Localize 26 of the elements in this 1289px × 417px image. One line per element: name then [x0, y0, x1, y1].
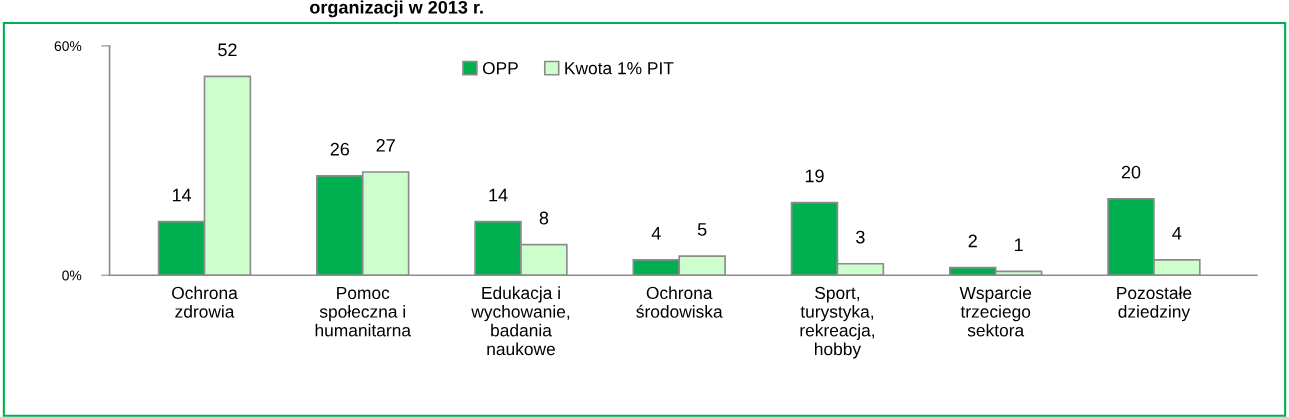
data-label: 2 — [968, 234, 977, 248]
legend-label: OPP — [482, 62, 518, 75]
x-tick-label: Wsparcie trzeciego sektora — [959, 286, 1032, 337]
x-tick-label: Ochrona środowiska — [636, 286, 723, 318]
x-tick-label: Pozostałe dziedziny — [1117, 286, 1192, 322]
data-label: 4 — [1172, 227, 1182, 240]
data-label: 3 — [856, 230, 865, 244]
data-label: 26 — [330, 142, 350, 156]
y-tick-label: 0% — [62, 270, 82, 281]
x-tick-label: Sport, turystyka, rekreacja, hobby — [800, 286, 875, 359]
data-label: 19 — [805, 169, 824, 183]
data-label: 4 — [651, 227, 661, 240]
data-label: 52 — [218, 43, 237, 57]
data-label: 8 — [539, 211, 549, 225]
data-label: 20 — [1121, 165, 1141, 179]
data-label: 27 — [376, 138, 395, 152]
x-tick-label: Ochrona zdrowia — [172, 286, 238, 318]
data-label: 5 — [697, 223, 707, 236]
legend-label: Kwota 1% PIT — [565, 62, 674, 75]
data-label: 14 — [489, 188, 508, 202]
chart-title: organizacji w 2013 r. — [310, 0, 483, 18]
y-tick-label: 60% — [54, 41, 82, 52]
x-tick-label: Pomoc społeczna i humanitarna — [315, 286, 411, 337]
x-tick-label: Edukacja i wychowanie, badania naukowe — [471, 286, 570, 356]
data-label: 14 — [172, 188, 192, 202]
data-label: 1 — [1014, 238, 1023, 251]
